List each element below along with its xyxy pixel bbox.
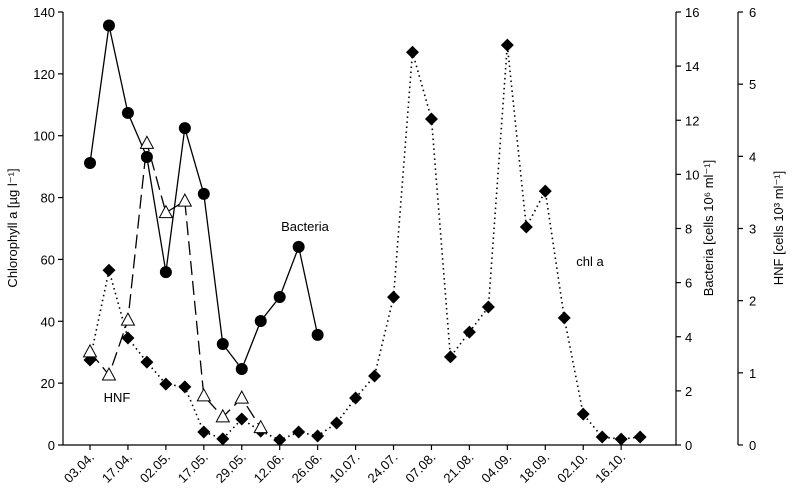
- marker: [576, 407, 590, 421]
- marker: [197, 425, 211, 439]
- tick-label: 16: [685, 5, 699, 20]
- marker: [139, 135, 155, 149]
- marker: [159, 266, 172, 279]
- x-tick-label: 12.06.: [251, 450, 287, 486]
- x-tick-label: 18.09.: [516, 450, 552, 486]
- marker: [196, 387, 212, 402]
- x-tick-label: 17.04.: [99, 450, 135, 486]
- tick-label: 140: [33, 5, 55, 20]
- x-tick-label: 17.05.: [175, 450, 211, 486]
- marker: [557, 311, 571, 325]
- marker: [140, 151, 153, 164]
- marker: [158, 204, 174, 219]
- marker: [216, 338, 229, 351]
- marker: [82, 343, 98, 358]
- x-tick-label: 24.07.: [364, 450, 400, 486]
- series-line: [89, 143, 262, 429]
- marker: [215, 408, 231, 423]
- x-tick-label: 10.07.: [327, 450, 363, 486]
- x-tick-label: 04.09.: [478, 450, 514, 486]
- x-tick-label: 29.05.: [213, 450, 249, 486]
- tick-label: 0: [685, 438, 692, 453]
- marker: [235, 412, 249, 426]
- tick-label: 100: [33, 129, 55, 144]
- marker: [140, 355, 154, 369]
- tick-label: 2: [749, 294, 756, 309]
- tick-label: 60: [41, 252, 55, 267]
- tick-label: 6: [685, 276, 692, 291]
- tick-label: 8: [685, 222, 692, 237]
- tick-label: 0: [48, 438, 55, 453]
- tick-label: 3: [749, 222, 756, 237]
- marker: [311, 328, 324, 341]
- annotation: chl a: [576, 254, 604, 269]
- tick-label: 40: [41, 314, 55, 329]
- marker: [216, 432, 230, 446]
- tick-label: 120: [33, 67, 55, 82]
- marker: [633, 430, 647, 444]
- marker: [481, 300, 495, 314]
- tick-label: 2: [685, 384, 692, 399]
- marker: [178, 122, 191, 135]
- tick-label: 4: [749, 149, 756, 164]
- tick-label: 20: [41, 376, 55, 391]
- annotation: HNF: [104, 390, 131, 405]
- marker: [500, 38, 514, 52]
- marker: [292, 425, 306, 439]
- x-tick-label: 03.04.: [61, 450, 97, 486]
- x-tick-label: 21.08.: [440, 450, 476, 486]
- marker: [349, 391, 363, 405]
- marker: [273, 433, 287, 447]
- marker: [519, 220, 533, 234]
- x-tick-label: 16.10.: [592, 450, 628, 486]
- tick-label: 4: [685, 330, 692, 345]
- x-tick-label: 07.08.: [402, 450, 438, 486]
- marker: [424, 112, 438, 126]
- marker: [614, 432, 628, 446]
- marker: [84, 157, 96, 170]
- tick-label: 14: [685, 59, 699, 74]
- marker: [121, 106, 134, 119]
- tick-label: 0: [749, 438, 756, 453]
- marker: [273, 290, 286, 303]
- marker: [102, 263, 116, 277]
- marker: [159, 377, 173, 391]
- tick-label: 5: [749, 77, 756, 92]
- y3-axis-label: HNF [cells 10³ ml⁻¹]: [771, 171, 786, 285]
- marker: [595, 430, 609, 444]
- x-tick-label: 02.10.: [554, 450, 590, 486]
- marker: [462, 325, 476, 339]
- tick-label: 10: [685, 167, 699, 182]
- x-tick-label: 02.05.: [137, 450, 173, 486]
- y-axis-label: Chlorophyll a [µg l⁻¹]: [5, 168, 20, 287]
- x-tick-label: 26.06.: [289, 450, 325, 486]
- marker: [405, 45, 419, 59]
- marker: [330, 416, 344, 430]
- marker: [254, 315, 267, 328]
- series-line: [89, 45, 641, 441]
- marker: [121, 331, 135, 345]
- marker: [178, 380, 192, 394]
- marker: [253, 419, 269, 434]
- marker: [197, 187, 210, 200]
- tick-label: 80: [41, 191, 55, 206]
- marker: [538, 184, 552, 198]
- marker: [311, 429, 325, 443]
- marker: [443, 350, 457, 364]
- marker: [235, 362, 248, 375]
- marker: [387, 290, 401, 304]
- marker: [120, 312, 136, 326]
- tick-label: 1: [749, 366, 756, 381]
- marker: [292, 240, 305, 253]
- marker: [368, 369, 382, 383]
- marker: [177, 193, 193, 207]
- tick-label: 12: [685, 113, 699, 128]
- marker: [102, 19, 115, 32]
- tick-label: 6: [749, 5, 756, 20]
- y2-axis-label: Bacteria [cells 10⁶ ml⁻¹]: [701, 160, 716, 296]
- marker: [101, 366, 117, 381]
- annotation: Bacteria: [281, 219, 329, 234]
- marker: [234, 390, 250, 404]
